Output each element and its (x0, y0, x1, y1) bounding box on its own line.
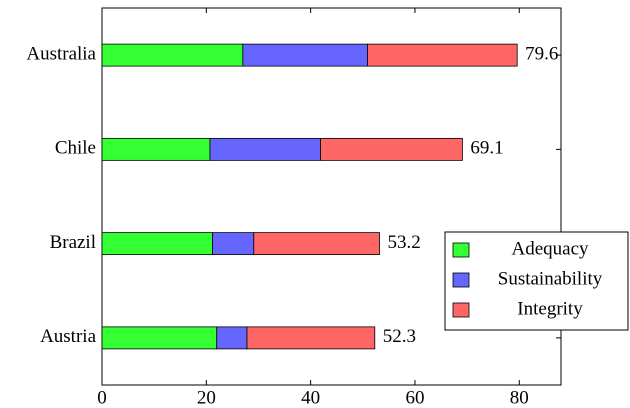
legend-box (444, 231, 629, 331)
total-label: 53.2 (387, 232, 420, 253)
x-tick-label: 60 (405, 387, 424, 408)
y-tick-label: Chile (55, 138, 96, 159)
bar-segment (367, 43, 518, 67)
bar-segment (101, 137, 211, 161)
bar-segment (253, 232, 380, 256)
bar-segment (242, 43, 368, 67)
bar-segment (101, 232, 213, 256)
bar-segment (212, 232, 255, 256)
bar-segment (216, 326, 248, 350)
x-tick-label: 80 (510, 387, 529, 408)
bar-segment (209, 137, 321, 161)
legend-swatch (452, 302, 470, 318)
bar-segment (320, 137, 463, 161)
legend-label: Adequacy (511, 238, 589, 259)
total-label: 52.3 (383, 326, 416, 347)
y-tick-label: Australia (26, 43, 96, 64)
plot-frame (101, 7, 562, 386)
total-label: 69.1 (470, 138, 503, 159)
x-tick-label: 0 (97, 387, 107, 408)
legend-label: Sustainability (498, 268, 603, 289)
total-label: 79.6 (525, 43, 558, 64)
legend-label: Integrity (517, 298, 583, 319)
legend-swatch (452, 242, 470, 258)
legend-swatch (452, 272, 470, 288)
x-tick-label: 20 (197, 387, 216, 408)
bar-segment (246, 326, 376, 350)
y-tick-label: Brazil (50, 232, 96, 253)
bar-segment (101, 326, 218, 350)
y-tick-label: Austria (40, 326, 97, 347)
x-tick-label: 40 (301, 387, 320, 408)
bar-segment (101, 43, 244, 67)
